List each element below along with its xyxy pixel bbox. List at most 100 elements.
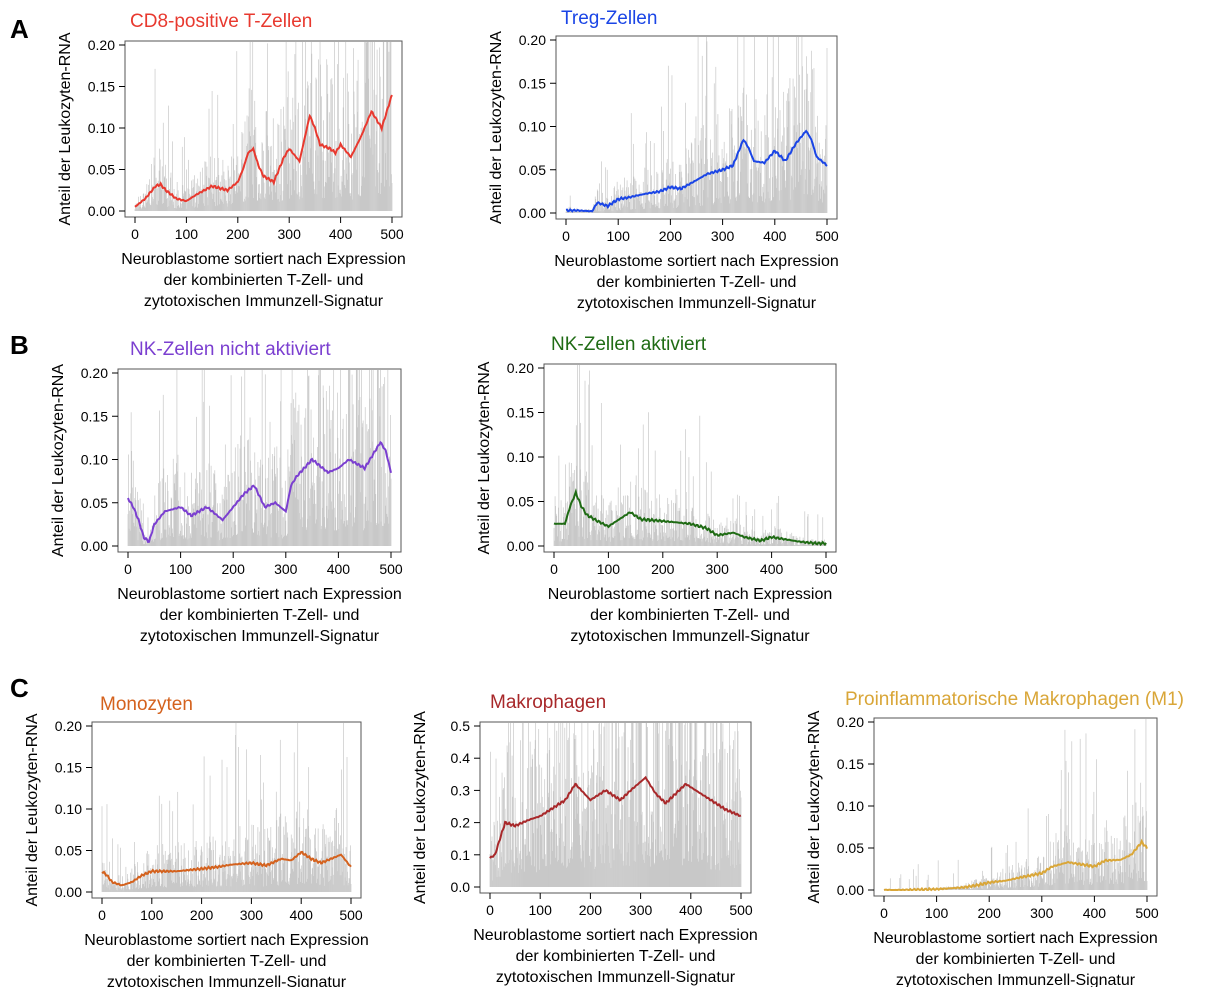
x-tick-label: 500 [814, 561, 838, 577]
sample-bars [565, 37, 828, 213]
sample-bars [489, 723, 742, 887]
y-axis-label: Anteil der Leukozyten-RNA [412, 711, 429, 904]
y-tick-label: 0.15 [519, 75, 546, 91]
plot-frame [91, 721, 362, 899]
y-tick-label: 0.15 [837, 756, 864, 772]
x-axis-label: zytotoxischen Immunzell-Signatur [577, 295, 817, 312]
x-tick-label: 200 [190, 907, 214, 923]
sample-bars [101, 723, 352, 892]
x-tick-label: 300 [240, 907, 264, 923]
chart-title: Makrophagen [490, 692, 606, 713]
x-tick-label: 500 [380, 226, 404, 242]
y-tick-label: 0.05 [507, 494, 534, 510]
x-tick-label: 300 [278, 226, 302, 242]
y-tick-label: 0.0 [451, 879, 471, 895]
x-tick-label: 500 [379, 561, 403, 577]
y-tick-label: 0.05 [55, 843, 82, 859]
y-axis-label: Anteil der Leukozyten-RNA [24, 713, 41, 906]
y-tick-label: 0.20 [55, 718, 82, 734]
chart-0: 0.00 0.05 0.10 0.15 0.20 0 100 200 300 400 500 CD8-… [57, 11, 406, 310]
x-tick-label: 300 [274, 561, 298, 577]
y-tick-label: 0.05 [519, 162, 546, 178]
x-tick-label: 200 [659, 228, 683, 244]
series-line [489, 775, 742, 859]
y-tick-label: 0.10 [837, 798, 864, 814]
x-axis-label: der kombinierten T-Zell- und [164, 272, 364, 289]
y-tick-label: 0.20 [81, 365, 108, 381]
y-tick-label: 0.4 [451, 750, 471, 766]
chart-2: 0.00 0.05 0.10 0.15 0.20 0 100 200 300 400 500 NK-Z… [50, 339, 403, 645]
y-tick-label: 0.1 [451, 847, 471, 863]
y-tick-label: 0.00 [837, 882, 864, 898]
x-axis-label: zytotoxischen Immunzell-Signatur [144, 293, 384, 310]
y-tick-label: 0.10 [55, 801, 82, 817]
x-tick-label: 0 [562, 228, 570, 244]
y-tick-label: 0.5 [451, 718, 471, 734]
x-tick-label: 0 [550, 561, 558, 577]
x-tick-label: 300 [1030, 905, 1054, 921]
x-tick-label: 200 [579, 902, 603, 918]
x-tick-label: 100 [175, 226, 199, 242]
x-tick-label: 100 [607, 228, 631, 244]
sample-bars [553, 365, 827, 546]
y-tick-label: 0.00 [55, 884, 82, 900]
x-tick-label: 400 [679, 902, 703, 918]
chart-title: NK-Zellen aktiviert [551, 334, 707, 355]
chart-title: NK-Zellen nicht aktiviert [130, 339, 331, 360]
y-tick-label: 0.00 [519, 205, 546, 221]
y-tick-label: 0.10 [88, 120, 115, 136]
y-tick-label: 0.10 [519, 119, 546, 135]
panel-label-b: B [10, 330, 29, 360]
x-tick-label: 300 [706, 561, 730, 577]
sample-bars [134, 42, 393, 211]
y-tick-label: 0.05 [88, 162, 115, 178]
x-tick-label: 0 [486, 902, 494, 918]
x-axis-label: der kombinierten T-Zell- und [160, 607, 360, 624]
x-tick-label: 500 [729, 902, 753, 918]
x-tick-label: 200 [222, 561, 246, 577]
x-tick-label: 100 [529, 902, 553, 918]
x-axis-label: zytotoxischen Immunzell-Signatur [496, 969, 736, 986]
sample-bars [889, 719, 1148, 890]
y-tick-label: 0.15 [81, 408, 108, 424]
x-tick-label: 100 [169, 561, 193, 577]
series-line [565, 129, 828, 213]
x-tick-label: 500 [339, 907, 363, 923]
panel-label-a: A [10, 14, 29, 44]
y-tick-label: 0.05 [837, 840, 864, 856]
x-tick-label: 0 [98, 907, 106, 923]
y-tick-label: 0.00 [88, 203, 115, 219]
panel-label-c: C [10, 673, 29, 703]
y-tick-label: 0.05 [81, 495, 108, 511]
series-line [134, 94, 393, 208]
x-axis-label: Neuroblastome sortiert nach Expression [84, 932, 369, 949]
x-tick-label: 0 [131, 226, 139, 242]
x-axis-label: zytotoxischen Immunzell-Signatur [570, 628, 810, 645]
x-axis-label: Neuroblastome sortiert nach Expression [117, 586, 402, 603]
x-tick-label: 300 [711, 228, 735, 244]
chart-1: 0.00 0.05 0.10 0.15 0.20 0 100 200 300 400 500 Treg… [488, 8, 839, 312]
chart-5: 0.0 0.1 0.2 0.3 0.4 0.5 0 100 200 300 400 500 Makrop… [412, 692, 758, 986]
y-tick-label: 0.00 [507, 538, 534, 554]
x-tick-label: 200 [226, 226, 250, 242]
y-tick-label: 0.10 [507, 449, 534, 465]
y-axis-label: Anteil der Leukozyten-RNA [806, 710, 823, 903]
chart-title: Treg-Zellen [561, 8, 657, 29]
y-tick-label: 0.15 [88, 79, 115, 95]
y-tick-label: 0.15 [507, 405, 534, 421]
x-axis-label: zytotoxischen Immunzell-Signatur [107, 974, 347, 987]
y-tick-label: 0.15 [55, 760, 82, 776]
x-tick-label: 400 [327, 561, 351, 577]
x-axis-label: der kombinierten T-Zell- und [127, 953, 327, 970]
x-tick-label: 500 [815, 228, 839, 244]
chart-3: 0.00 0.05 0.10 0.15 0.20 0 100 200 300 400 500 NK-Z… [476, 334, 838, 645]
chart-4: 0.00 0.05 0.10 0.15 0.20 0 100 200 300 400 500 Mono… [24, 694, 369, 987]
x-axis-label: zytotoxischen Immunzell-Signatur [140, 628, 380, 645]
x-tick-label: 400 [760, 561, 784, 577]
chart-title: Proinflammatorische Makrophagen (M1) [845, 689, 1184, 710]
x-tick-label: 400 [290, 907, 314, 923]
series-line [127, 440, 392, 543]
y-tick-label: 0.20 [507, 360, 534, 376]
x-tick-label: 500 [1135, 905, 1159, 921]
